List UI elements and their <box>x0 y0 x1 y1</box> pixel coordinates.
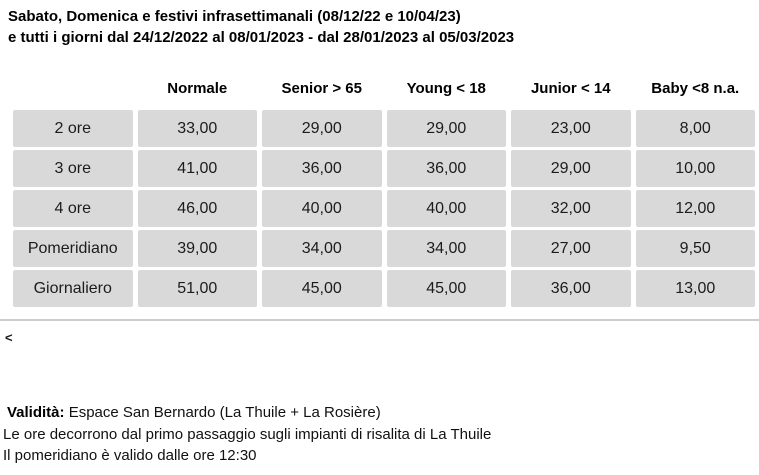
validity-notes: Validità: Espace San Bernardo (La Thuile… <box>3 402 491 467</box>
row-label: 3 ore <box>13 150 133 187</box>
price-cell: 8,00 <box>635 110 755 147</box>
price-cell: 51,00 <box>137 270 257 307</box>
column-header-senior: Senior > 65 <box>281 80 362 97</box>
price-cell: 39,00 <box>137 230 257 267</box>
row-label: Pomeridiano <box>13 230 133 267</box>
price-table: Normale Senior > 65 Young < 18 Junior < … <box>13 80 755 307</box>
page-title: Sabato, Domenica e festivi infrasettiman… <box>8 6 751 48</box>
price-cell: 40,00 <box>386 190 506 227</box>
carousel-prev-arrow[interactable]: < <box>5 330 13 345</box>
column-header-baby: Baby <8 n.a. <box>651 80 740 97</box>
price-cell: 46,00 <box>137 190 257 227</box>
price-table-body: 2 ore 33,00 29,00 29,00 23,00 8,00 3 ore… <box>13 110 755 307</box>
title-line-1: Sabato, Domenica e festivi infrasettiman… <box>8 8 461 25</box>
price-cell: 45,00 <box>262 270 382 307</box>
column-header-normale: Normale <box>167 80 228 97</box>
price-cell: 10,00 <box>635 150 755 187</box>
price-cell: 34,00 <box>386 230 506 267</box>
price-cell: 36,00 <box>386 150 506 187</box>
validity-value: Espace San Bernardo (La Thuile + La Rosi… <box>68 404 381 421</box>
column-header-young: Young < 18 <box>406 80 486 97</box>
title-line-2: e tutti i giorni dal 24/12/2022 al 08/01… <box>8 29 515 46</box>
price-cell: 23,00 <box>511 110 631 147</box>
price-cell: 9,50 <box>635 230 755 267</box>
price-cell: 29,00 <box>511 150 631 187</box>
note-line-2: Le ore decorrono dal primo passaggio sug… <box>3 425 492 443</box>
price-table-header: Normale Senior > 65 Young < 18 Junior < … <box>13 80 755 97</box>
price-cell: 36,00 <box>262 150 382 187</box>
price-cell: 12,00 <box>635 190 755 227</box>
validity-label: Validità: <box>7 404 65 421</box>
price-cell: 36,00 <box>511 270 631 307</box>
row-label: 2 ore <box>13 110 133 147</box>
row-label: 4 ore <box>13 190 133 227</box>
row-label: Giornaliero <box>13 270 133 307</box>
divider-line <box>0 319 759 321</box>
price-cell: 13,00 <box>635 270 755 307</box>
price-cell: 41,00 <box>137 150 257 187</box>
validity-line: Validità: Espace San Bernardo (La Thuile… <box>3 402 491 424</box>
price-cell: 27,00 <box>511 230 631 267</box>
header-spacer <box>13 80 133 97</box>
price-cell: 29,00 <box>386 110 506 147</box>
price-cell: 29,00 <box>262 110 382 147</box>
price-cell: 34,00 <box>262 230 382 267</box>
price-cell: 40,00 <box>262 190 382 227</box>
note-line-3: Il pomeridiano è valido dalle ore 12:30 <box>3 447 257 464</box>
price-cell: 45,00 <box>386 270 506 307</box>
price-cell: 32,00 <box>511 190 631 227</box>
price-cell: 33,00 <box>137 110 257 147</box>
column-header-junior: Junior < 14 <box>530 80 611 97</box>
